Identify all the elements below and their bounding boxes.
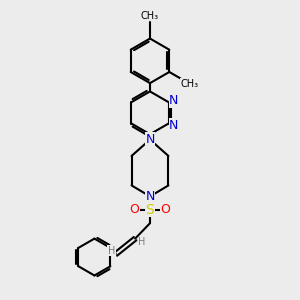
Text: N: N (169, 94, 178, 107)
Text: CH₃: CH₃ (181, 79, 199, 89)
Text: H: H (108, 245, 115, 256)
Text: H: H (138, 237, 146, 247)
Text: N: N (145, 133, 155, 146)
Text: O: O (130, 203, 140, 216)
Text: N: N (169, 118, 178, 131)
Text: S: S (146, 203, 154, 217)
Text: N: N (145, 190, 155, 203)
Text: O: O (160, 203, 170, 216)
Text: CH₃: CH₃ (141, 11, 159, 21)
